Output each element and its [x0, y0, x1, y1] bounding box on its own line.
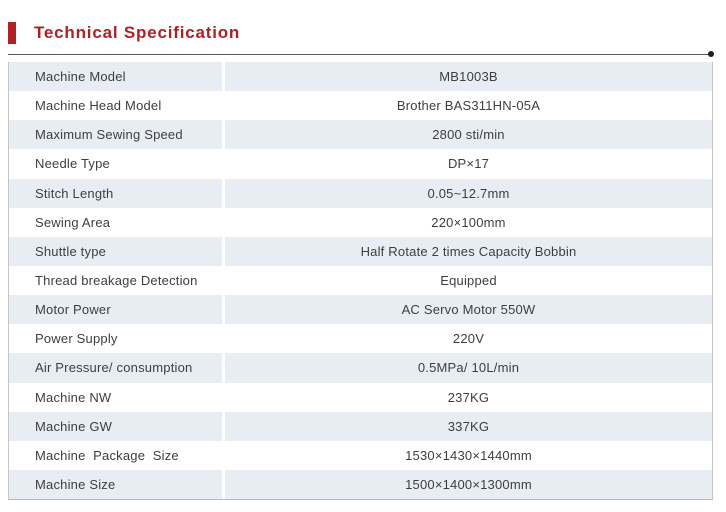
- spec-label: Machine Head Model: [9, 91, 222, 121]
- column-divider: [222, 353, 225, 383]
- spec-value: AC Servo Motor 550W: [225, 295, 712, 325]
- column-divider: [222, 178, 225, 208]
- column-divider: [222, 440, 225, 470]
- spec-label: Machine Size: [9, 469, 222, 500]
- column-divider: [222, 120, 225, 150]
- table-row: Shuttle type Half Rotate 2 times Capacit…: [9, 236, 712, 266]
- spec-label: Motor Power: [9, 295, 222, 325]
- spec-value: Equipped: [225, 265, 712, 296]
- spec-label: Stitch Length: [9, 178, 222, 208]
- table-row: Air Pressure/ consumption 0.5MPa/ 10L/mi…: [9, 353, 712, 383]
- column-divider: [222, 295, 225, 325]
- spec-label: Shuttle type: [9, 236, 222, 266]
- spec-label: Machine NW: [9, 382, 222, 412]
- spec-label: Thread breakage Detection: [9, 265, 222, 296]
- table-row: Power Supply 220V: [9, 324, 712, 354]
- spec-table: Machine Model MB1003B Machine Head Model…: [8, 62, 713, 500]
- column-divider: [222, 149, 225, 179]
- section-header: Technical Specification: [8, 20, 240, 46]
- spec-label: Needle Type: [9, 149, 222, 179]
- spec-value: Brother BAS311HN-05A: [225, 91, 712, 121]
- column-divider: [222, 411, 225, 441]
- header-underline: [8, 51, 714, 57]
- table-row: Machine Package Size 1530×1430×1440mm: [9, 440, 712, 470]
- spec-value: 337KG: [225, 411, 712, 441]
- column-divider: [222, 469, 225, 500]
- spec-label: Machine Model: [9, 62, 222, 92]
- spec-value: 220V: [225, 324, 712, 354]
- column-divider: [222, 91, 225, 121]
- table-row: Machine GW 337KG: [9, 411, 712, 441]
- spec-value: 2800 sti/min: [225, 120, 712, 150]
- spec-value: 0.5MPa/ 10L/min: [225, 353, 712, 383]
- spec-value: DP×17: [225, 149, 712, 179]
- spec-label: Sewing Area: [9, 207, 222, 237]
- spec-value: 1530×1430×1440mm: [225, 440, 712, 470]
- spec-label: Machine GW: [9, 411, 222, 441]
- spec-label: Machine Package Size: [9, 440, 222, 470]
- table-row: Motor Power AC Servo Motor 550W: [9, 295, 712, 325]
- table-row: Machine Size 1500×1400×1300mm: [9, 469, 712, 500]
- spec-label: Air Pressure/ consumption: [9, 353, 222, 383]
- page-title: Technical Specification: [34, 23, 241, 42]
- spec-value: Half Rotate 2 times Capacity Bobbin: [225, 236, 712, 266]
- column-divider: [222, 62, 225, 92]
- spec-value: MB1003B: [225, 62, 712, 92]
- column-divider: [222, 207, 225, 237]
- column-divider: [222, 382, 225, 412]
- column-divider: [222, 236, 225, 266]
- spec-value: 220×100mm: [225, 207, 712, 237]
- column-divider: [222, 265, 225, 296]
- table-row: Maximum Sewing Speed 2800 sti/min: [9, 120, 712, 150]
- spec-label: Maximum Sewing Speed: [9, 120, 222, 150]
- table-row: Sewing Area 220×100mm: [9, 207, 712, 237]
- table-row: Machine Model MB1003B: [9, 62, 712, 92]
- red-accent-bar: [8, 22, 16, 44]
- spec-label: Power Supply: [9, 324, 222, 354]
- table-row: Stitch Length 0.05~12.7mm: [9, 178, 712, 208]
- table-row: Needle Type DP×17: [9, 149, 712, 179]
- spec-value: 0.05~12.7mm: [225, 178, 712, 208]
- column-divider: [222, 324, 225, 354]
- table-row: Machine Head Model Brother BAS311HN-05A: [9, 91, 712, 121]
- spec-value: 1500×1400×1300mm: [225, 469, 712, 500]
- rule-end-dot: [708, 51, 714, 57]
- table-row: Machine NW 237KG: [9, 382, 712, 412]
- table-row: Thread breakage Detection Equipped: [9, 265, 712, 296]
- spec-value: 237KG: [225, 382, 712, 412]
